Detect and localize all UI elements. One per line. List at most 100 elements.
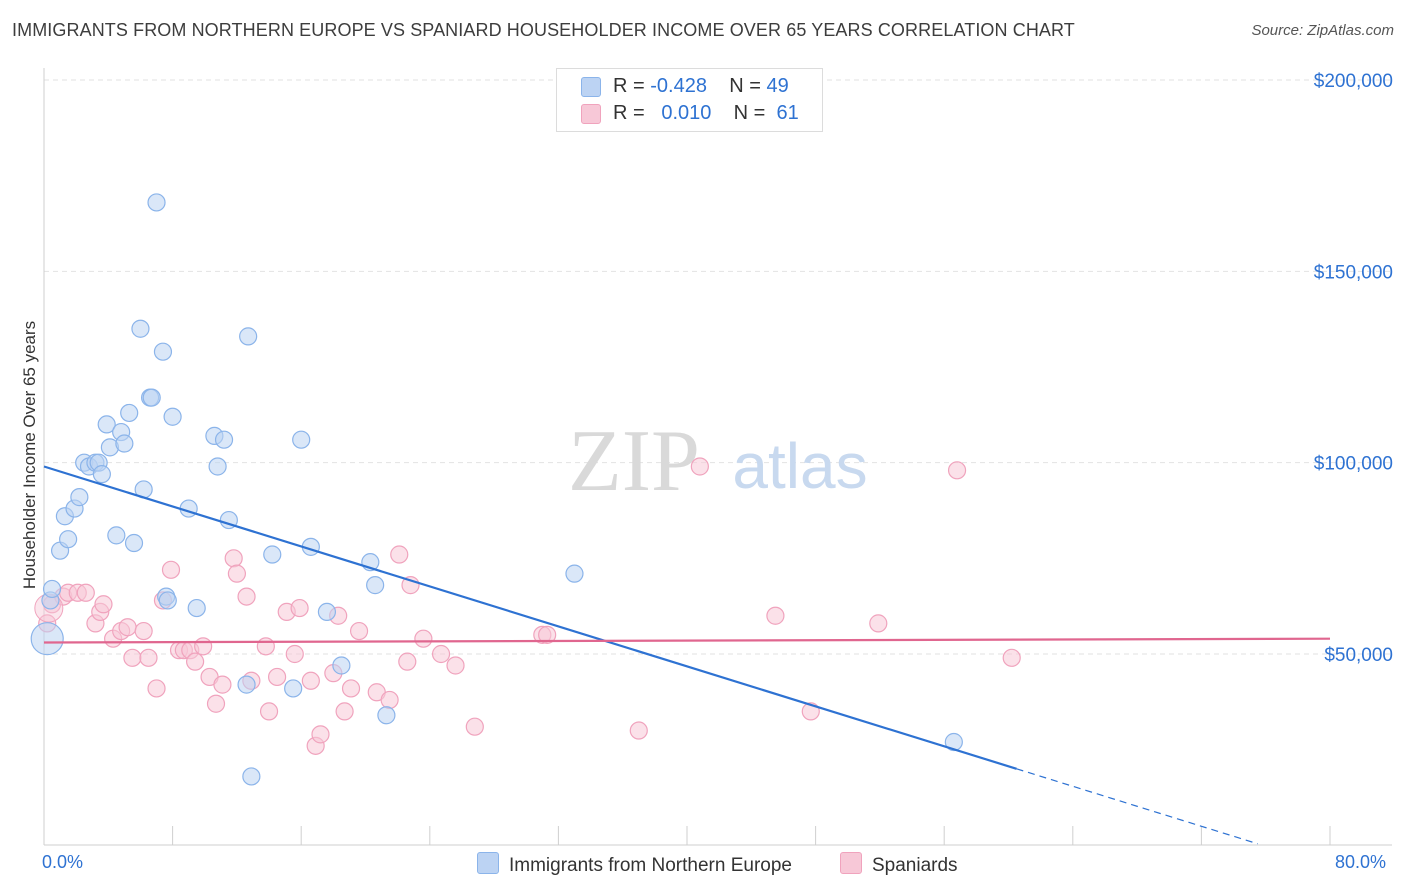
legend-r-value: 0.010: [661, 102, 712, 124]
point-immigrants: [239, 327, 258, 346]
legend-n-label: N =: [729, 75, 761, 97]
point-spaniards: [869, 614, 888, 633]
point-spaniards: [147, 679, 166, 698]
chart-title: IMMIGRANTS FROM NORTHERN EUROPE VS SPANI…: [12, 20, 1075, 40]
point-spaniards: [390, 545, 409, 564]
point-spaniards: [224, 549, 243, 568]
point-immigrants: [158, 591, 177, 610]
point-spaniards: [206, 694, 226, 713]
point-spaniards: [1002, 648, 1021, 667]
point-spaniards: [118, 618, 137, 637]
point-spaniards: [301, 671, 320, 690]
watermark-atlas: atlas: [732, 430, 867, 502]
point-immigrants: [214, 430, 234, 449]
legend-swatch-blue: [581, 77, 601, 97]
point-spaniards: [76, 583, 95, 602]
point-immigrants: [208, 457, 227, 476]
trend-line-spaniards: [43, 637, 1331, 644]
point-immigrants: [237, 675, 256, 694]
point-spaniards: [267, 667, 287, 687]
point-immigrants: [142, 388, 161, 407]
point-immigrants: [944, 732, 963, 752]
point-immigrants: [163, 407, 182, 426]
series-immigrants-northern-europe: [30, 193, 963, 786]
legend-swatch-pink: [581, 104, 601, 124]
point-spaniards: [285, 644, 304, 664]
point-spaniards: [398, 652, 417, 671]
point-spaniards: [947, 461, 967, 480]
point-immigrants: [59, 530, 78, 549]
point-spaniards: [341, 679, 361, 698]
point-immigrants: [565, 564, 584, 583]
point-immigrants: [377, 706, 396, 725]
point-spaniards: [465, 717, 484, 736]
point-immigrants: [131, 319, 150, 338]
point-spaniards: [629, 721, 648, 740]
point-immigrants: [187, 598, 206, 618]
point-spaniards: [414, 629, 433, 648]
point-spaniards: [161, 560, 181, 579]
point-immigrants: [107, 526, 126, 545]
trend-line-immigrants-extension: [1016, 768, 1258, 845]
legend-swatch-pink: [840, 852, 862, 874]
point-spaniards: [290, 598, 309, 618]
legend-swatch-blue: [477, 852, 499, 874]
legend-r-label: R =: [613, 75, 645, 97]
point-spaniards: [311, 725, 330, 744]
zipatlas-watermark: ZIP atlas: [568, 413, 868, 510]
point-spaniards: [194, 637, 213, 656]
legend-n-value: 49: [766, 75, 789, 97]
point-spaniards: [259, 702, 279, 721]
point-immigrants: [124, 533, 144, 553]
bottom-legend-series2[interactable]: Spaniards: [840, 852, 958, 877]
point-immigrants: [30, 622, 64, 656]
y-tick-label: $50,000: [1324, 645, 1393, 666]
point-spaniards: [256, 637, 275, 656]
y-tick-label: $150,000: [1314, 262, 1393, 283]
x-tick-min: 0.0%: [42, 852, 84, 872]
y-axis-label: Householder Income Over 65 years: [20, 320, 39, 590]
point-immigrants: [263, 545, 282, 564]
x-tick-max: 80.0%: [1335, 852, 1387, 872]
point-spaniards: [213, 675, 232, 694]
point-immigrants: [92, 465, 111, 484]
point-immigrants: [284, 679, 303, 698]
point-spaniards: [766, 606, 785, 625]
point-spaniards: [186, 652, 205, 671]
legend-r-label: R =: [613, 102, 645, 124]
point-immigrants: [366, 576, 385, 595]
trend-lines: [43, 465, 1331, 845]
gridlines: [44, 79, 1392, 655]
point-spaniards: [446, 656, 465, 675]
point-immigrants: [242, 767, 261, 786]
watermark-zip: ZIP: [568, 413, 700, 510]
point-immigrants: [147, 193, 166, 212]
point-immigrants: [70, 488, 89, 507]
legend-n-label: N =: [733, 102, 766, 124]
y-tick-label: $200,000: [1314, 71, 1393, 92]
y-tick-label: $100,000: [1314, 454, 1393, 475]
point-spaniards: [139, 648, 158, 667]
point-spaniards: [123, 648, 142, 667]
point-immigrants: [292, 430, 311, 449]
point-spaniards: [349, 621, 369, 641]
legend-label-series1: Immigrants from Northern Europe: [509, 855, 792, 876]
point-spaniards: [227, 564, 246, 583]
point-immigrants: [97, 415, 116, 434]
point-spaniards: [134, 621, 153, 641]
point-spaniards: [690, 457, 709, 476]
point-spaniards: [237, 587, 256, 606]
point-immigrants: [317, 602, 337, 622]
point-immigrants: [120, 403, 139, 423]
point-spaniards: [94, 595, 113, 614]
legend-r-value: -0.428: [650, 75, 707, 97]
point-spaniards: [335, 702, 354, 721]
legend-label-series2: Spaniards: [872, 855, 958, 876]
point-spaniards: [380, 690, 399, 710]
bottom-legend-series1[interactable]: Immigrants from Northern Europe: [477, 852, 792, 877]
point-spaniards: [538, 625, 557, 644]
trend-line-immigrants: [43, 465, 1017, 770]
point-immigrants: [115, 434, 134, 453]
point-spaniards: [431, 644, 451, 664]
